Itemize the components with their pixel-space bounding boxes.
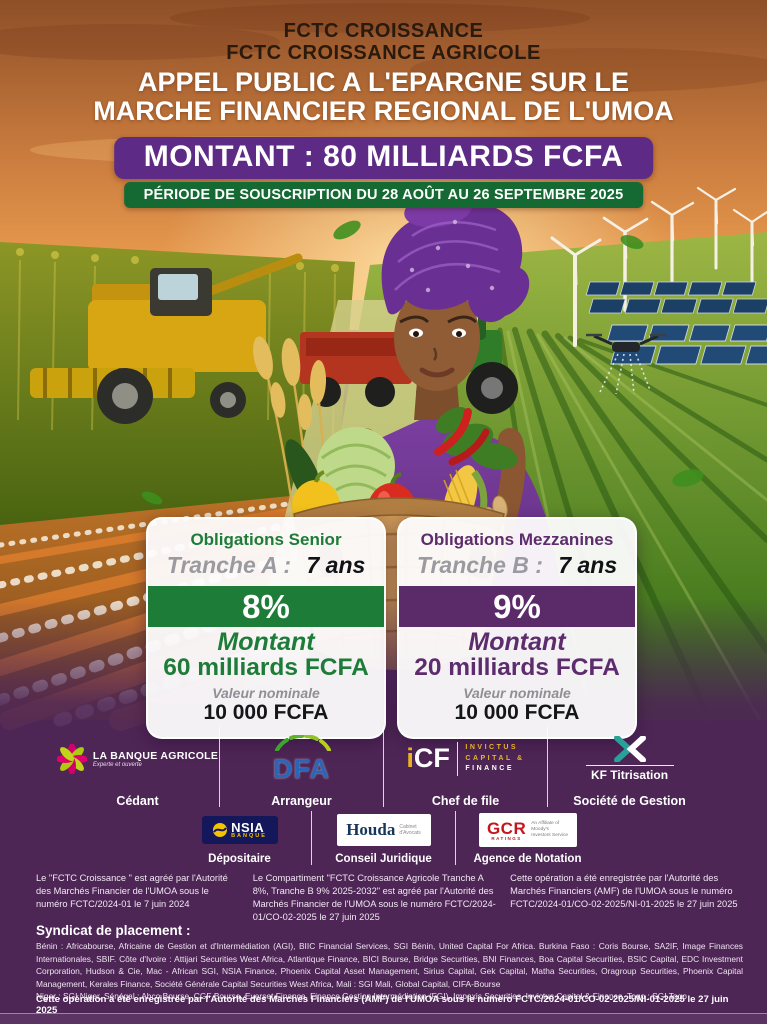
legal-column-2: Le Compartiment "FCTC Croissance Agricol… [252, 873, 496, 923]
amount-value: 60 milliards FCFA [163, 654, 369, 681]
houda-logo: Houda Cabinet d'Avocats [336, 811, 431, 850]
role-conseil-juridique: Conseil Juridique [335, 852, 432, 865]
gcr-logo: GCR RATINGS An Affiliate of Moody's Inve… [478, 811, 577, 850]
dfa-logo: DFA [271, 727, 333, 791]
legal-column-3: Cette opération a été enregistrée par l'… [510, 873, 738, 910]
solar-panels [585, 281, 767, 365]
houda-tagline-1: Cabinet [399, 824, 417, 831]
divider [585, 764, 674, 766]
houda-tagline-2: d'Avocats [399, 830, 421, 837]
kf-chevrons-icon [613, 735, 646, 762]
houda-name: Houda [346, 820, 396, 840]
card-obligations-senior: Obligations Senior Tranche A : 7 ans 8% … [146, 517, 386, 740]
tranche-label: Tranche B : [416, 552, 543, 578]
drone-illustration [586, 333, 666, 395]
legal-column-1: Le "FCTC Croissance " est agréé par l'Au… [36, 873, 228, 910]
floating-leaves [141, 220, 704, 505]
partner-dfa: DFA Arrangeur [219, 727, 383, 807]
partner-nsia: NSIA BANQUE Dépositaire [168, 811, 311, 865]
dfa-arc-icon [274, 733, 331, 752]
brand-line-2: FCTC CROISSANCE AGRICOLE [226, 42, 541, 64]
banque-agricole-tagline: Experte et ouverte [92, 761, 142, 768]
role-agence-notation: Agence de Notation [473, 852, 582, 865]
gcr-name: GCR [486, 818, 527, 838]
role-arrangeur: Arrangeur [271, 793, 332, 808]
invictus-line1: INVICTUS [465, 744, 519, 751]
brand-line-1: FCTC CROISSANCE [283, 20, 484, 42]
icf-monogram: iCF [406, 743, 450, 774]
banque-agricole-logo: LA BANQUE AGRICOLE Experte et ouverte [56, 727, 219, 791]
nominal-label: Valeur nominale [463, 684, 571, 701]
flower-icon [56, 743, 87, 774]
partners-row-1: LA BANQUE AGRICOLE Experte et ouverte Cé… [56, 727, 711, 807]
legal-approvals: Le "FCTC Croissance " est agréé par l'Au… [36, 872, 741, 924]
title-line-1: APPEL PUBLIC A L'EPARGNE SUR LE [138, 67, 629, 97]
bottom-strip [0, 1013, 767, 1024]
invictus-line2: CAPITAL & [465, 754, 525, 762]
nsia-sub: BANQUE [231, 833, 267, 839]
invictus-line3: FINANCE [465, 765, 515, 772]
role-depositaire: Dépositaire [208, 852, 271, 865]
gcr-sub: RATINGS [491, 835, 522, 841]
gcr-affiliate-2: Moody's [531, 827, 549, 833]
footer-registration-note: Cette opération a été enregistrée par l'… [36, 994, 729, 1016]
syndicate-paragraph: Bénin : Africabourse, Africaine de Gesti… [36, 940, 743, 1003]
harvester-illustration [30, 253, 303, 424]
dfa-name: DFA [273, 753, 330, 784]
subscription-period-banner: PÉRIODE DE SOUSCRIPTION DU 28 AOÛT AU 26… [123, 182, 644, 208]
kf-titrisation-logo: KF Titrisation [585, 727, 674, 791]
partner-banque-agricole: LA BANQUE AGRICOLE Experte et ouverte Cé… [56, 727, 219, 807]
nominal-value: 10 000 FCFA [203, 701, 329, 725]
partner-gcr: GCR RATINGS An Affiliate of Moody's Inve… [455, 811, 599, 865]
syndicate-heading: Syndicat de placement : [36, 923, 191, 938]
nsia-globe-icon [213, 823, 228, 838]
partner-houda: Houda Cabinet d'Avocats Conseil Juridiqu… [311, 811, 455, 865]
divider [456, 741, 459, 776]
title-line-2: MARCHE FINANCIER REGIONAL DE L'UMOA [93, 96, 674, 126]
invictus-logo: iCF INVICTUS CAPITAL & FINANCE [406, 727, 524, 791]
tranche-line: Tranche B : 7 ans [399, 552, 635, 579]
partner-invictus: iCF INVICTUS CAPITAL & FINANCE Chef de f… [383, 727, 547, 807]
tranche-label: Tranche A : [166, 552, 292, 578]
nominal-value: 10 000 FCFA [454, 701, 580, 725]
wind-turbines [550, 186, 767, 347]
kf-titrisation-name: KF Titrisation [590, 767, 669, 782]
tranche-cards: Obligations Senior Tranche A : 7 ans 8% … [146, 517, 637, 740]
amount-value: 20 milliards FCFA [414, 654, 620, 681]
card-title: Obligations Mezzanines [420, 530, 614, 549]
banque-agricole-name: LA BANQUE AGRICOLE [92, 749, 219, 762]
nsia-logo: NSIA BANQUE [201, 811, 278, 850]
rate-band: 9% [399, 586, 635, 627]
nsia-name: NSIA [231, 820, 265, 835]
role-cedant: Cédant [116, 793, 159, 808]
tranche-value: 7 ans [306, 552, 366, 578]
amount-label: Montant [217, 628, 315, 656]
syndicate-para-1: Bénin : Africabourse, Africaine de Gesti… [36, 941, 743, 989]
partners-row-2: NSIA BANQUE Dépositaire Houda Cabinet d'… [168, 811, 599, 865]
role-societe-gestion: Société de Gestion [573, 793, 686, 808]
rate-band: 8% [148, 586, 384, 627]
role-chef-de-file: Chef de file [431, 793, 500, 808]
amount-banner: MONTANT : 80 MILLIARDS FCFA [113, 137, 654, 179]
amount-label: Montant [468, 628, 566, 656]
card-title: Obligations Senior [190, 530, 342, 549]
tranche-value: 7 ans [558, 552, 618, 578]
card-obligations-mezzanines: Obligations Mezzanines Tranche B : 7 ans… [397, 517, 637, 740]
tranche-line: Tranche A : 7 ans [148, 552, 384, 579]
syndicate-para-2: Niger : SGI Niger, Sénégal : Abco Bourse… [36, 991, 687, 1002]
nominal-label: Valeur nominale [212, 684, 320, 701]
gcr-affiliate-3: Investors Service [531, 833, 569, 839]
partner-kf-titrisation: KF Titrisation Société de Gestion [547, 727, 711, 807]
gcr-affiliate-1: An Affiliate of [531, 821, 560, 827]
